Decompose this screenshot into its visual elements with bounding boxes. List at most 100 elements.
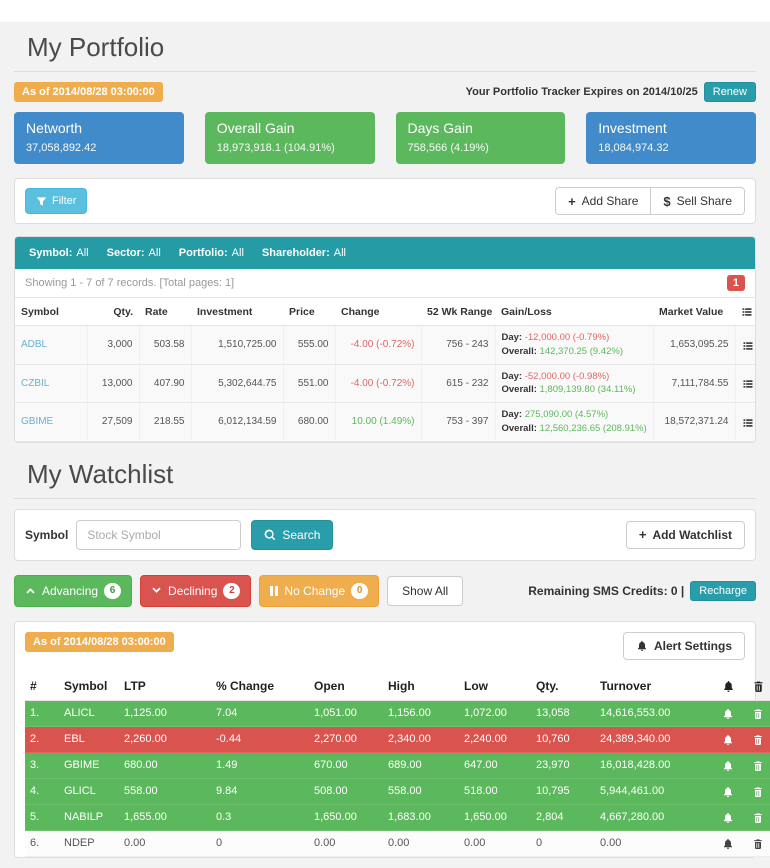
portfolio-table: Symbol Qty. Rate Investment Price Change… bbox=[15, 297, 755, 442]
bell-icon bbox=[723, 680, 733, 692]
row-actions-button[interactable] bbox=[742, 376, 754, 391]
pct-change-cell: 0 bbox=[211, 830, 309, 857]
add-watchlist-label: Add Watchlist bbox=[652, 527, 732, 542]
range-cell: 753 - 397 bbox=[420, 402, 495, 442]
qty-cell: 2,804 bbox=[531, 804, 595, 831]
col-market-value: Market Value bbox=[653, 297, 735, 326]
recharge-button[interactable]: Recharge bbox=[690, 580, 756, 601]
high-cell: 0.00 bbox=[383, 830, 459, 857]
pct-change-cell: 1.49 bbox=[211, 752, 309, 779]
day-label: Day: bbox=[501, 409, 523, 421]
nochange-filter-button[interactable]: No Change 0 bbox=[259, 574, 380, 607]
rate-cell: 503.58 bbox=[138, 325, 191, 365]
portfolio-title: My Portfolio bbox=[27, 32, 165, 62]
row-delete-button[interactable] bbox=[752, 836, 764, 851]
filter-symbol-value: All bbox=[76, 247, 89, 259]
stock-symbol-input[interactable] bbox=[76, 519, 242, 550]
declining-count-badge: 2 bbox=[223, 582, 241, 599]
summary-card: Days Gain 758,566 (4.19%) bbox=[395, 112, 566, 164]
add-share-button[interactable]: + Add Share bbox=[555, 187, 652, 215]
alert-settings-button[interactable]: Alert Settings bbox=[622, 631, 745, 660]
sms-credits-text: Remaining SMS Credits: 0 | bbox=[528, 583, 685, 598]
row-alert-button[interactable] bbox=[722, 836, 734, 851]
filter-sector-value: All bbox=[148, 247, 161, 259]
trash-icon bbox=[754, 787, 762, 798]
col-pct-change: % Change bbox=[211, 671, 309, 701]
day-gain-value: -12,000.00 (-0.79%) bbox=[524, 332, 610, 343]
change-cell: -4.00 (-0.72%) bbox=[350, 339, 415, 351]
filter-shareholder-label: Shareholder: bbox=[261, 247, 330, 259]
row-alert-button[interactable] bbox=[722, 758, 734, 773]
open-cell: 670.00 bbox=[309, 752, 383, 779]
ltp-cell: 0.00 bbox=[119, 830, 211, 857]
search-button[interactable]: Search bbox=[251, 519, 334, 550]
ltp-cell: 680.00 bbox=[119, 752, 211, 779]
ltp-cell: 558.00 bbox=[119, 778, 211, 805]
list-icon bbox=[743, 342, 752, 350]
col-turnover: Turnover bbox=[595, 671, 713, 701]
row-alert-button[interactable] bbox=[722, 784, 734, 799]
price-cell: 555.00 bbox=[282, 325, 335, 365]
ltp-cell: 2,260.00 bbox=[119, 726, 211, 753]
change-cell: -4.00 (-0.72%) bbox=[350, 377, 415, 389]
page-1-button[interactable]: 1 bbox=[726, 275, 745, 291]
high-cell: 1,156.00 bbox=[383, 700, 459, 727]
watchlist-row: 2. EBL 2,260.00 -0.44 2,270.00 2,340.00 … bbox=[25, 726, 770, 753]
col-change: Change bbox=[335, 297, 421, 326]
stock-symbol-link[interactable]: CZBIL bbox=[21, 377, 50, 389]
low-cell: 647.00 bbox=[459, 752, 531, 779]
trash-icon bbox=[754, 839, 762, 850]
col-symbol: Symbol bbox=[15, 297, 87, 326]
qty-cell: 3,000 bbox=[86, 325, 139, 365]
day-label: Day: bbox=[501, 332, 523, 343]
declining-filter-button[interactable]: Declining 2 bbox=[140, 574, 252, 607]
turnover-cell: 16,018,428.00 bbox=[595, 752, 713, 779]
advancing-filter-button[interactable]: Advancing 6 bbox=[14, 574, 133, 607]
filter-sector-label: Sector: bbox=[106, 247, 145, 259]
row-actions-button[interactable] bbox=[742, 414, 754, 429]
filter-portfolio-label: Portfolio: bbox=[178, 247, 228, 259]
row-delete-button[interactable] bbox=[752, 732, 764, 747]
turnover-cell: 14,616,553.00 bbox=[595, 700, 713, 727]
row-alert-button[interactable] bbox=[722, 810, 734, 825]
column-settings-button[interactable] bbox=[741, 304, 753, 319]
list-icon bbox=[743, 380, 752, 389]
stock-symbol-link[interactable]: ADBL bbox=[21, 339, 48, 351]
stock-symbol-link[interactable]: GBIME bbox=[21, 416, 54, 428]
card-value: 18,084,974.32 bbox=[598, 142, 669, 154]
card-label: Networth bbox=[26, 120, 83, 136]
row-delete-button[interactable] bbox=[752, 706, 764, 721]
chevron-up-icon bbox=[26, 588, 35, 594]
filter-summary-bar: Symbol: All Sector: All Portfolio: All Shar… bbox=[15, 237, 755, 269]
row-delete-button[interactable] bbox=[752, 810, 764, 825]
portfolio-toolbar: Filter + Add Share $ Sell Share bbox=[14, 178, 756, 224]
row-actions-button[interactable] bbox=[742, 337, 754, 352]
portfolio-table-panel: Symbol: All Sector: All Portfolio: All Shar… bbox=[14, 236, 756, 443]
market-value-cell: 18,572,371.24 bbox=[652, 402, 735, 442]
investment-cell: 6,012,134.59 bbox=[190, 402, 283, 442]
bell-icon bbox=[724, 839, 732, 850]
col-high: High bbox=[383, 671, 459, 701]
sell-share-button[interactable]: $ Sell Share bbox=[651, 187, 745, 215]
portfolio-asof-badge: As of 2014/08/28 03:00:00 bbox=[14, 82, 163, 102]
watchlist-panel-header: As of 2014/08/28 03:00:00 Alert Settings bbox=[25, 631, 745, 660]
row-alert-button[interactable] bbox=[722, 706, 734, 721]
low-cell: 1,072.00 bbox=[459, 700, 531, 727]
show-all-button[interactable]: Show All bbox=[387, 575, 464, 606]
qty-cell: 23,970 bbox=[531, 752, 595, 779]
qty-cell: 10,760 bbox=[531, 726, 595, 753]
col-investment: Investment bbox=[191, 297, 283, 326]
row-delete-button[interactable] bbox=[752, 758, 764, 773]
portfolio-title-divider bbox=[14, 71, 756, 72]
row-alert-button[interactable] bbox=[722, 732, 734, 747]
qty-cell: 0 bbox=[531, 830, 595, 857]
bell-icon bbox=[724, 787, 732, 798]
day-gain-value: -52,000.00 (-0.98%) bbox=[524, 370, 610, 382]
add-watchlist-button[interactable]: + Add Watchlist bbox=[625, 520, 745, 549]
col-number: # bbox=[25, 671, 59, 701]
renew-button[interactable]: Renew bbox=[703, 82, 756, 102]
watchlist-search-panel: Symbol Search + Add Watchlist bbox=[14, 508, 756, 561]
filter-button[interactable]: Filter bbox=[25, 188, 88, 214]
row-delete-button[interactable] bbox=[752, 784, 764, 799]
summary-card: Investment 18,084,974.32 bbox=[586, 112, 756, 164]
